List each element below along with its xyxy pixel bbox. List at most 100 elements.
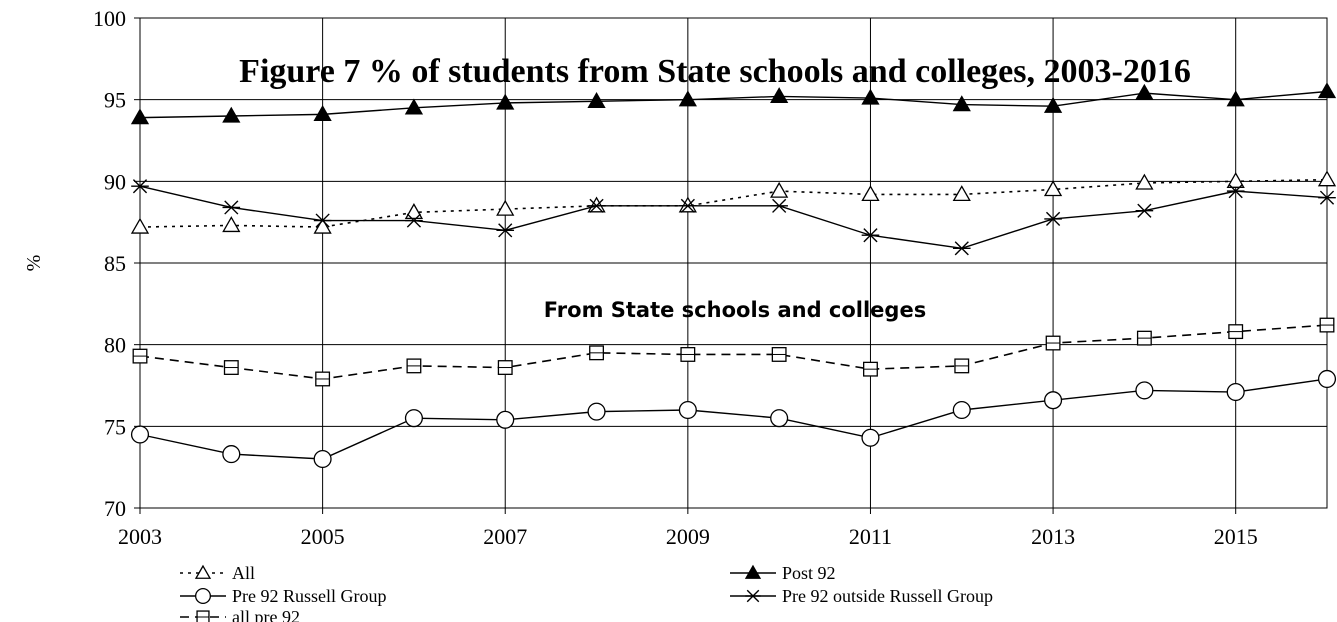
data-point-marker xyxy=(1226,172,1245,188)
data-point-marker xyxy=(1226,184,1245,199)
legend-item-all-pre-92: all pre 92 xyxy=(180,607,300,622)
data-point-marker xyxy=(496,93,515,110)
data-point-marker xyxy=(1135,203,1154,218)
gridlines xyxy=(140,18,1327,508)
data-point-marker xyxy=(405,213,423,228)
legend-item-pre-92-outside-russell-group: Pre 92 outside Russell Group xyxy=(730,586,993,606)
series-pre-92-outside-russell-group xyxy=(131,179,1336,256)
marker-stroke xyxy=(863,228,878,243)
data-point-marker xyxy=(404,98,424,115)
x-tick-label: 2009 xyxy=(666,524,710,549)
series-line-pre-92-outside-russell-group xyxy=(139,185,1328,250)
data-point-marker xyxy=(679,198,697,213)
marker-stroke xyxy=(954,241,969,256)
y-axis-title: % xyxy=(23,255,45,272)
data-point-marker xyxy=(194,564,212,579)
data-point-marker xyxy=(952,95,971,112)
data-point-marker xyxy=(678,196,697,213)
data-point-marker xyxy=(861,185,880,202)
data-point-marker xyxy=(496,199,515,216)
data-point-marker xyxy=(587,402,606,421)
marker-stroke xyxy=(772,198,787,213)
data-point-marker xyxy=(222,445,241,464)
y-tick-label: 85 xyxy=(104,251,126,276)
marker-stroke xyxy=(589,198,604,213)
data-point-marker xyxy=(1226,90,1245,107)
series-all xyxy=(130,170,1337,234)
data-point-marker xyxy=(1043,96,1063,113)
data-point-marker xyxy=(313,217,332,234)
data-point-marker xyxy=(1318,190,1336,205)
data-point-marker xyxy=(404,203,424,220)
data-point-marker xyxy=(1044,211,1062,226)
marker-stroke xyxy=(315,213,330,228)
y-tick-label: 90 xyxy=(104,169,126,194)
data-point-marker xyxy=(952,185,971,202)
legend-label: All xyxy=(232,563,255,583)
y-tick-label: 80 xyxy=(104,333,126,358)
data-point-marker xyxy=(313,105,332,122)
marker-stroke xyxy=(132,179,148,194)
legend-item-pre-92-russell-group: Pre 92 Russell Group xyxy=(180,586,387,606)
data-point-marker xyxy=(861,428,880,447)
data-point-marker xyxy=(1043,180,1063,197)
data-point-marker xyxy=(130,217,150,234)
legend: All Post 92 Pre 92 Russell Group Pre 92 out… xyxy=(180,563,993,622)
series-all-pre-92 xyxy=(132,317,1335,387)
marker-stroke xyxy=(1045,211,1061,226)
chart-title: Figure 7 % of students from State school… xyxy=(239,53,1191,90)
series-line-all-pre-92 xyxy=(139,324,1328,380)
legend-label: Post 92 xyxy=(782,563,836,583)
data-point-marker xyxy=(770,87,789,104)
series-line-post-92 xyxy=(139,90,1328,119)
x-tick-label: 2007 xyxy=(483,524,527,549)
data-point-marker xyxy=(770,181,789,198)
chart-subtitle: From State schools and colleges xyxy=(544,298,926,322)
data-point-marker xyxy=(496,223,515,238)
data-point-marker xyxy=(313,213,332,228)
data-point-marker xyxy=(130,108,150,125)
data-point-marker xyxy=(222,106,241,123)
series-pre-92-russell-group xyxy=(130,369,1337,469)
data-point-marker xyxy=(1044,391,1063,410)
data-point-marker xyxy=(770,409,789,428)
x-tick-label: 2003 xyxy=(118,524,162,549)
data-point-marker xyxy=(587,196,606,213)
data-point-marker xyxy=(952,400,971,420)
series-line-pre-92-russell-group xyxy=(139,378,1328,460)
series-layer xyxy=(130,82,1337,469)
data-point-marker xyxy=(861,88,880,105)
data-point-marker xyxy=(678,90,697,107)
y-tick-label: 70 xyxy=(104,496,126,521)
marker-stroke xyxy=(746,589,760,603)
data-point-marker xyxy=(587,91,606,108)
marker-stroke xyxy=(1228,184,1243,199)
data-point-marker xyxy=(745,589,761,603)
x-tick-label: 2015 xyxy=(1214,524,1258,549)
data-point-marker xyxy=(1135,173,1154,190)
y-tick-label: 100 xyxy=(93,6,126,31)
axis-labels: 70 75 80 85 90 95 100 2003 2005 2007 2009 2011 2013 2… xyxy=(93,6,1258,549)
data-point-marker xyxy=(587,198,606,213)
y-tick-label: 75 xyxy=(104,414,126,439)
data-point-marker xyxy=(1135,381,1154,400)
series-post-92 xyxy=(130,82,1337,125)
legend-item-post-92: Post 92 xyxy=(730,563,836,583)
marker-stroke xyxy=(498,223,513,238)
data-point-marker xyxy=(952,241,971,256)
marker-stroke xyxy=(406,213,422,228)
data-point-marker xyxy=(861,228,880,243)
marker-stroke xyxy=(680,198,695,213)
legend-item-all: All xyxy=(180,563,255,583)
data-point-marker xyxy=(1317,82,1337,99)
marker-stroke xyxy=(1137,203,1152,218)
x-tick-label: 2013 xyxy=(1031,524,1075,549)
data-point-marker xyxy=(678,400,697,420)
legend-label: all pre 92 xyxy=(232,607,300,622)
data-point-marker xyxy=(404,409,423,428)
legend-label: Pre 92 outside Russell Group xyxy=(782,586,993,606)
x-tick-label: 2011 xyxy=(849,524,892,549)
marker-stroke xyxy=(224,200,239,215)
